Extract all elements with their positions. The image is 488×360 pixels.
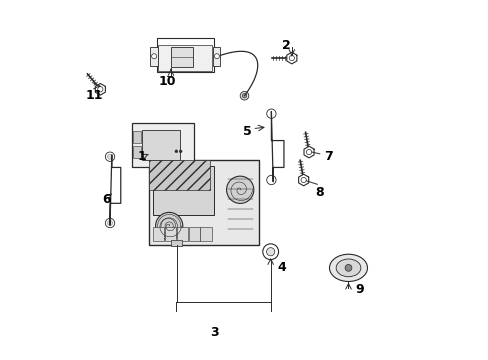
Circle shape: [266, 175, 276, 185]
Bar: [176, 227, 187, 241]
Bar: [153, 166, 214, 215]
Circle shape: [107, 221, 112, 226]
Bar: [132, 146, 140, 158]
Circle shape: [266, 109, 276, 118]
Bar: [171, 240, 182, 246]
Circle shape: [179, 150, 182, 153]
Bar: [142, 130, 180, 160]
Text: 5: 5: [243, 125, 251, 138]
Circle shape: [262, 244, 278, 260]
Text: 10: 10: [158, 75, 176, 88]
Circle shape: [266, 248, 274, 256]
Circle shape: [226, 176, 253, 203]
Text: 6: 6: [102, 193, 110, 206]
Bar: [200, 227, 211, 241]
Bar: [153, 227, 164, 241]
Circle shape: [105, 219, 115, 228]
Bar: [149, 160, 258, 244]
Circle shape: [242, 94, 246, 98]
Circle shape: [151, 54, 156, 59]
Text: 7: 7: [324, 150, 332, 163]
Circle shape: [107, 154, 112, 159]
Bar: [171, 47, 192, 67]
Text: 11: 11: [86, 89, 103, 102]
Bar: [188, 227, 199, 241]
Circle shape: [105, 152, 115, 161]
Text: 2: 2: [282, 39, 290, 52]
Circle shape: [175, 150, 178, 153]
Circle shape: [98, 87, 103, 92]
Circle shape: [214, 54, 219, 59]
Circle shape: [345, 265, 351, 271]
Text: 8: 8: [315, 186, 324, 199]
Text: 1: 1: [138, 150, 146, 163]
Ellipse shape: [335, 259, 360, 277]
Ellipse shape: [329, 254, 367, 282]
Bar: [132, 131, 140, 143]
Circle shape: [240, 91, 248, 100]
Bar: [156, 39, 214, 72]
Bar: [150, 47, 158, 66]
Text: 4: 4: [277, 261, 286, 274]
Circle shape: [155, 212, 183, 240]
Circle shape: [301, 177, 305, 183]
Circle shape: [288, 55, 294, 61]
Bar: [164, 227, 176, 241]
Text: 3: 3: [209, 326, 218, 339]
Bar: [212, 47, 220, 66]
Bar: [158, 45, 212, 71]
Bar: [131, 123, 194, 167]
Bar: [149, 160, 209, 190]
Circle shape: [306, 149, 311, 155]
Text: 9: 9: [354, 283, 363, 296]
